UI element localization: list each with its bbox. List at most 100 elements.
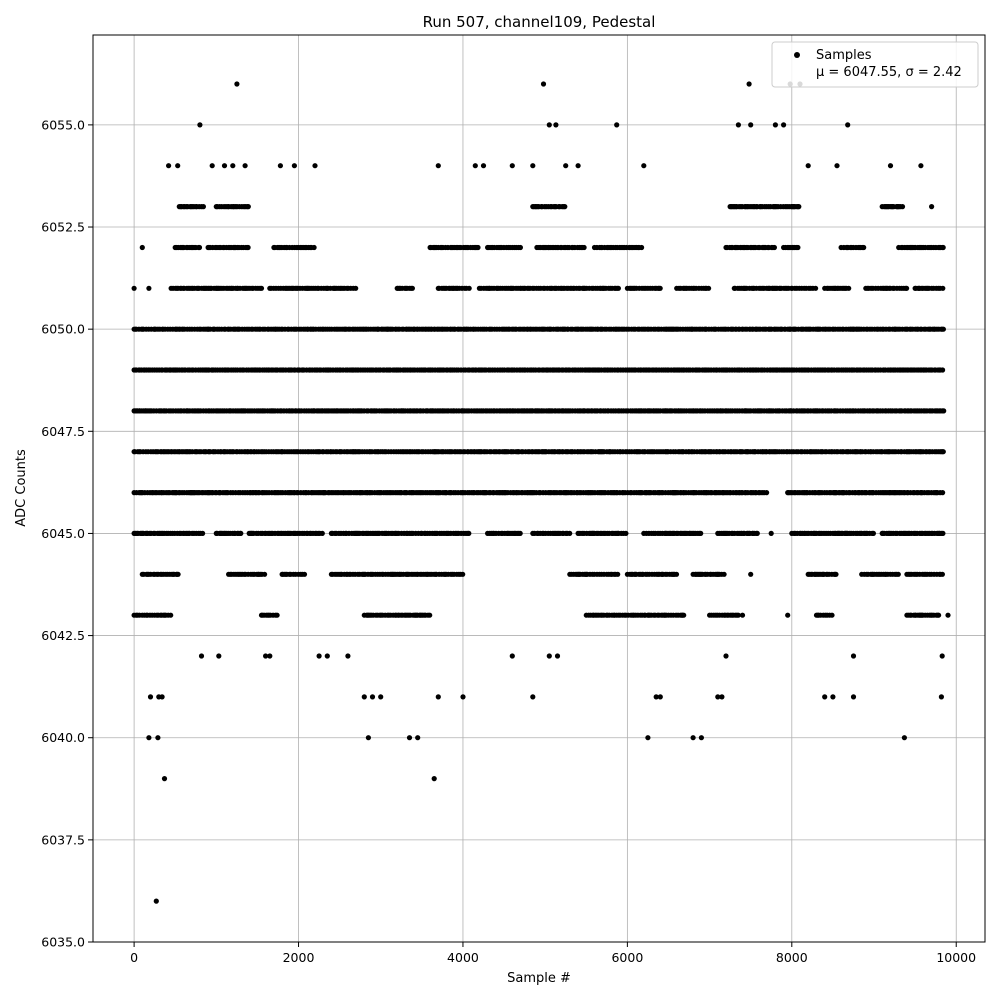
x-tick-label: 6000	[611, 950, 643, 965]
y-axis-label: ADC Counts	[14, 449, 29, 527]
data-point	[466, 285, 472, 291]
data-point	[166, 163, 172, 169]
data-point	[460, 694, 466, 700]
data-point	[435, 163, 441, 169]
data-point	[870, 530, 877, 537]
data-point	[546, 653, 552, 659]
data-point	[901, 735, 908, 741]
data-point	[517, 530, 523, 537]
data-point	[830, 694, 836, 700]
data-point	[460, 571, 466, 577]
data-point	[365, 735, 371, 741]
data-point	[221, 163, 228, 169]
data-point	[415, 735, 421, 741]
data-point	[829, 612, 835, 618]
data-point	[850, 653, 857, 659]
data-point	[846, 285, 852, 291]
data-point	[721, 571, 727, 577]
data-point	[822, 694, 828, 700]
data-point	[131, 285, 137, 291]
data-point	[554, 653, 561, 659]
data-point	[245, 244, 251, 251]
data-point	[698, 735, 705, 741]
data-point	[735, 122, 742, 128]
data-point	[466, 530, 472, 537]
data-point	[274, 612, 280, 618]
data-point	[723, 653, 729, 659]
data-point	[238, 530, 244, 537]
data-point	[435, 694, 441, 700]
data-point	[785, 612, 791, 618]
data-point	[805, 163, 811, 169]
x-axis-label: Sample #	[507, 971, 571, 986]
data-point	[768, 530, 774, 537]
data-point	[940, 530, 946, 537]
legend-box	[771, 41, 979, 88]
data-point	[562, 204, 568, 210]
data-point	[291, 163, 297, 169]
data-point	[409, 285, 415, 291]
x-tick-label: 10000	[936, 950, 976, 965]
data-point	[311, 244, 317, 251]
data-point	[198, 653, 205, 659]
data-point	[581, 244, 587, 251]
data-point	[147, 694, 154, 700]
data-point	[197, 122, 203, 128]
data-point	[563, 163, 569, 169]
data-point	[748, 122, 754, 128]
data-point	[764, 490, 770, 496]
data-point	[850, 694, 857, 700]
y-tick-label: 6037.5	[41, 832, 85, 847]
legend-stats: μ = 6047.55, σ = 2.42	[816, 65, 962, 80]
data-point	[653, 694, 659, 700]
x-tick-label: 0	[130, 950, 138, 965]
data-point	[940, 490, 946, 496]
grid-lines	[93, 35, 985, 943]
plot-frame	[92, 34, 986, 943]
data-point	[641, 163, 647, 169]
data-point	[796, 204, 802, 210]
data-point	[681, 612, 687, 618]
data-point	[301, 571, 308, 577]
data-point	[427, 612, 433, 618]
data-point	[509, 653, 515, 659]
data-point	[155, 735, 161, 741]
data-point	[941, 408, 947, 414]
data-point	[431, 776, 437, 782]
data-point	[918, 163, 924, 169]
data-point	[899, 204, 906, 210]
axis-ticks: 0 2000 4000 6000 8000 10000 6035.0 6037.5 6040.0…	[41, 117, 976, 965]
data-point	[615, 285, 622, 291]
data-point	[168, 612, 174, 618]
y-tick-label: 6055.0	[41, 117, 85, 132]
y-tick-label: 6045.0	[41, 526, 85, 541]
data-point	[939, 571, 946, 577]
x-tick-label: 2000	[283, 950, 315, 965]
x-tick-label: 8000	[776, 950, 808, 965]
data-point	[175, 571, 181, 577]
data-point	[834, 163, 840, 169]
data-point	[940, 244, 946, 251]
data-point	[161, 776, 168, 782]
data-point	[940, 449, 946, 455]
data-point	[813, 285, 819, 291]
y-tick-label: 6042.5	[41, 628, 85, 643]
data-point	[795, 244, 801, 251]
y-tick-label: 6052.5	[41, 220, 85, 235]
sample-points	[131, 81, 951, 904]
data-point	[904, 285, 910, 291]
data-point	[361, 694, 367, 700]
data-point	[746, 81, 752, 87]
data-point	[657, 285, 663, 291]
data-point	[940, 285, 946, 291]
data-point	[575, 163, 581, 169]
data-point	[378, 694, 384, 700]
data-point	[706, 285, 712, 291]
data-point	[319, 530, 325, 537]
data-point	[936, 612, 942, 618]
data-point	[153, 898, 159, 904]
data-point	[316, 653, 322, 659]
y-tick-label: 6040.0	[41, 730, 85, 745]
data-point	[567, 530, 573, 537]
